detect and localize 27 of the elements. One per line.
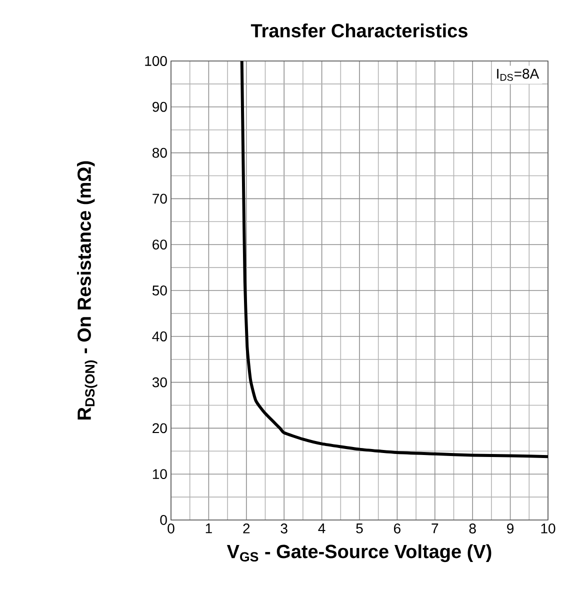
y-tick-label: 40: [152, 331, 167, 342]
x-tick-label: 5: [356, 524, 363, 534]
y-tick-label: 70: [152, 194, 167, 204]
line-series: [240, 61, 548, 458]
y-tick-label: 90: [152, 102, 167, 112]
y-tick-label: 0: [160, 515, 167, 525]
x-tick-label: 4: [318, 524, 326, 534]
annotation: I$_{DS}$=8A: [497, 68, 540, 81]
y-tick-label: 60: [152, 240, 167, 250]
x-tick-label: 9: [507, 524, 514, 534]
y-axis-title: R$_{DS(ON)}$ - On Resistance (mΩ): [77, 161, 98, 420]
y-tick-label: 100: [145, 56, 167, 66]
x-tick-label: 10: [541, 524, 556, 534]
chart-title: Transfer Characteristics: [250, 24, 468, 38]
y-tick-label: 30: [152, 377, 167, 388]
x-tick-label: 0: [168, 524, 174, 534]
y-tick-label: 50: [152, 286, 167, 296]
y-tick-label: 80: [152, 148, 167, 158]
x-tick-label: 8: [469, 524, 476, 534]
x-tick-label: 7: [432, 524, 438, 534]
x-tick-label: 3: [280, 524, 288, 534]
x-axis-title: V$_{GS}$ - Gate-Source Voltage (V): [226, 544, 492, 562]
y-tick-label: 20: [152, 423, 167, 434]
x-tick-label: 2: [243, 524, 250, 534]
x-tick-label: 6: [394, 524, 400, 534]
x-tick-label: 1: [206, 524, 212, 534]
y-tick-label: 10: [152, 469, 167, 480]
